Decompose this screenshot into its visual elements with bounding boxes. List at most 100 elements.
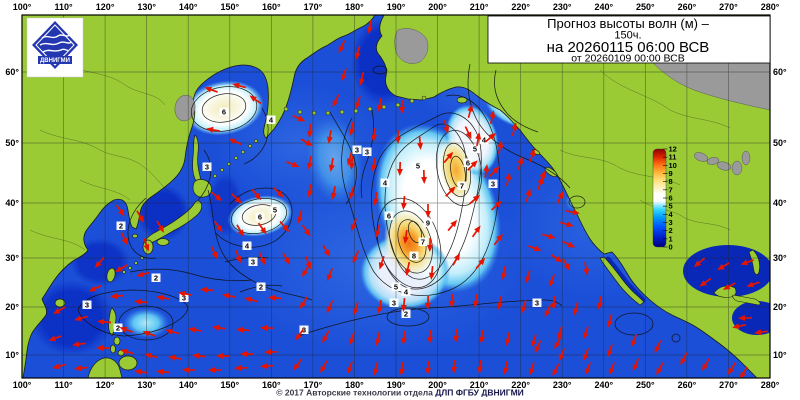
colorbar-tick-value: 4 — [669, 210, 674, 219]
dvnigmi-logo: ДВНИГМИ — [26, 17, 84, 78]
wave-arrow — [478, 329, 485, 344]
lon-label: 120° — [96, 380, 115, 390]
contour-label: 5 — [470, 144, 480, 154]
contour-label: 3 — [532, 298, 542, 308]
wave-arrow — [426, 329, 433, 344]
wave-arrow — [188, 326, 203, 333]
wave-arrow — [528, 362, 535, 376]
wave-arrow — [120, 348, 135, 355]
luzon-island — [108, 307, 117, 337]
kuril-islands-chain — [213, 139, 258, 178]
wave-arrow — [94, 256, 105, 269]
contour-okhotsk-6 — [201, 93, 247, 123]
wave-arrow — [48, 335, 62, 342]
jeju-island — [132, 233, 138, 239]
wave-arrow — [52, 363, 67, 370]
wave-arrow — [699, 277, 712, 287]
copyright-left: © 2017 Авторские технологии отдела — [276, 388, 435, 398]
lon-label: 100° — [13, 2, 32, 12]
wave-arrow — [559, 221, 574, 228]
contour-label: 2 — [256, 282, 266, 292]
latitude-axis-right: 60° 50° 40° 30° 20° 10° — [773, 67, 787, 360]
wave-arrow — [232, 82, 247, 89]
contour-mexico-small — [671, 333, 681, 343]
wave-arrow — [596, 295, 603, 310]
title-box-background — [487, 15, 771, 64]
wave-arrow — [200, 286, 215, 293]
colorbar-tick-value: 8 — [669, 177, 673, 186]
contour-3 — [341, 94, 500, 296]
wave-arrow — [476, 359, 483, 374]
contour-label: 7 — [457, 181, 467, 191]
contour-label: 2 — [151, 273, 161, 283]
wave-arrow — [192, 352, 207, 359]
wave-arrow — [282, 252, 290, 265]
wave-arrow — [496, 295, 503, 310]
wave-arrow — [143, 238, 150, 252]
wave-arrow — [504, 331, 511, 346]
wave-arrow — [264, 349, 279, 356]
wave-arrow — [424, 360, 431, 375]
contour-label: 2 — [116, 221, 126, 231]
philippine-island — [113, 336, 121, 346]
contour-label: 4 — [401, 287, 411, 297]
lon-label: 200° — [428, 380, 447, 390]
wave-arrow — [346, 151, 353, 166]
contour-label: 5 — [391, 282, 401, 292]
wave-arrow — [717, 262, 730, 270]
wave-arrow — [231, 193, 242, 204]
colorbar-tick-value: 12 — [669, 145, 677, 154]
wave-arrow — [322, 244, 330, 257]
wave-arrow — [352, 250, 360, 264]
logo-text: ДВНИГМИ — [40, 58, 70, 64]
wave-arrow — [511, 122, 518, 137]
hokkaido-island — [192, 179, 212, 198]
wave-arrow — [722, 282, 736, 290]
lon-label: 130° — [137, 2, 156, 12]
svg-text:5: 5 — [473, 145, 477, 154]
wave-arrow — [213, 220, 223, 233]
contour-sakhalin-3 — [197, 149, 212, 201]
cuba-island — [732, 294, 761, 306]
lon-label: 280° — [761, 2, 780, 12]
contour-label: 3 — [389, 298, 399, 308]
wave-arrow — [500, 265, 507, 280]
wave-arrow — [372, 361, 379, 376]
lon-label: 100° — [13, 380, 32, 390]
lat-label: 50° — [773, 138, 787, 148]
wave-arrow — [328, 157, 335, 172]
contour-philippines-2 — [118, 305, 174, 341]
wave-arrow — [72, 341, 87, 348]
wave-arrow — [210, 246, 218, 260]
svg-text:5: 5 — [273, 206, 277, 215]
lat-label: 10° — [5, 350, 19, 360]
lat-label: 60° — [5, 67, 19, 77]
contour-label: 6 — [219, 107, 229, 117]
wave-arrow — [168, 354, 183, 361]
wave-arrow — [178, 290, 193, 297]
wave-arrow — [142, 330, 156, 337]
colorbar-tick-value: 10 — [669, 161, 677, 170]
wave-arrow — [572, 301, 579, 316]
wave-arrow — [348, 121, 355, 136]
wave-arrow — [300, 138, 313, 146]
wave-arrow — [370, 157, 377, 172]
contour-label: 6 — [255, 212, 265, 222]
colorbar-tick-value: 9 — [669, 169, 673, 178]
aleutian-islands-chain — [283, 95, 427, 116]
wave-arrow — [467, 104, 474, 119]
wave-arrow — [520, 300, 527, 314]
colorbar-tick-value: 6 — [669, 194, 673, 203]
svg-text:4: 4 — [245, 242, 250, 251]
svg-text:3: 3 — [535, 299, 539, 308]
contour-okhotsk-5 — [190, 86, 258, 132]
wave-arrow — [490, 200, 502, 211]
wave-arrow — [693, 257, 706, 268]
wave-arrow — [244, 296, 259, 303]
contour-label: 4 — [242, 241, 252, 251]
contour-mexico-oval — [614, 312, 654, 336]
wave-arrow — [608, 362, 616, 376]
lon-label: 130° — [137, 380, 156, 390]
wave-arrow — [370, 127, 377, 142]
